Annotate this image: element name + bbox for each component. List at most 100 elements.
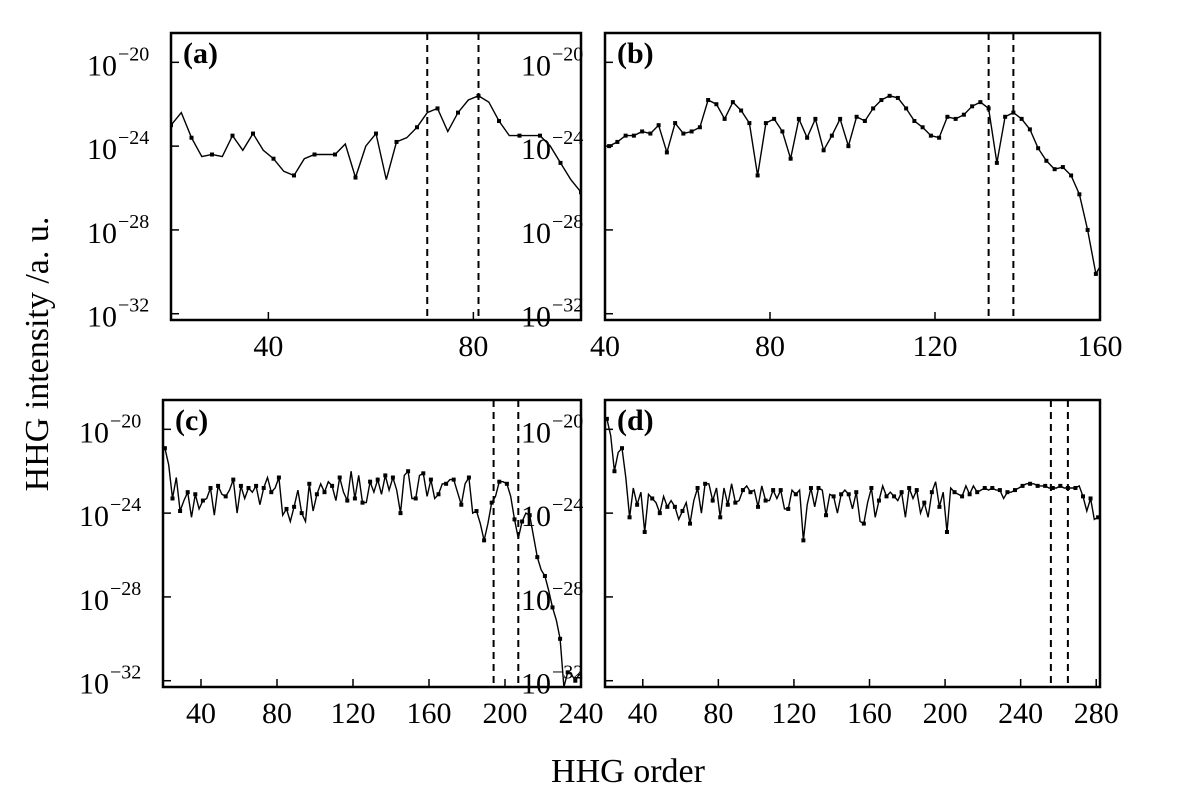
data-point	[497, 118, 501, 123]
series-line	[606, 418, 1100, 541]
data-point	[231, 477, 236, 482]
data-point	[474, 509, 479, 514]
data-point	[722, 116, 727, 121]
plot-frame	[603, 31, 1102, 322]
data-point	[740, 488, 745, 493]
data-point	[1104, 532, 1108, 536]
x-tick-label: 40	[590, 330, 620, 363]
x-axis-title: HHG order	[551, 753, 706, 790]
data-point	[322, 490, 327, 495]
x-tick-label: 80	[755, 330, 785, 363]
y-tick-label: 10	[521, 500, 551, 533]
data-point	[672, 504, 677, 509]
data-point	[1058, 483, 1063, 488]
data-point	[1069, 173, 1074, 178]
data-point	[904, 106, 909, 111]
data-point	[623, 133, 628, 138]
data-point	[673, 121, 678, 126]
data-point	[640, 129, 645, 134]
data-point	[1110, 259, 1114, 263]
data-point	[1102, 257, 1106, 261]
data-point	[538, 133, 542, 138]
data-point	[748, 490, 753, 495]
data-point	[1003, 114, 1008, 119]
data-point	[1134, 633, 1138, 637]
data-point	[189, 135, 194, 140]
y-tick-exponent: −32	[110, 662, 141, 684]
data-point	[330, 483, 335, 488]
y-tick-label: 10	[87, 49, 117, 82]
data-point	[352, 496, 357, 501]
data-point	[793, 492, 798, 497]
data-point	[178, 509, 183, 514]
data-point	[436, 492, 441, 497]
data-point	[337, 475, 342, 480]
x-tick-label: 40	[186, 697, 216, 730]
data-point	[208, 485, 213, 490]
y-tick-label: 10	[521, 584, 551, 617]
data-point	[796, 116, 801, 121]
data-point	[284, 506, 289, 511]
panel-label: (c)	[175, 404, 208, 437]
y-tick-label: 10	[521, 301, 551, 334]
x-tick-label: 160	[407, 697, 452, 730]
data-point	[945, 114, 950, 119]
data-point	[482, 538, 487, 543]
data-point	[292, 173, 296, 178]
data-point	[854, 114, 859, 119]
data-point	[466, 475, 471, 480]
data-point	[269, 490, 274, 495]
data-point	[517, 133, 522, 138]
y-tick-exponent: −20	[552, 410, 583, 432]
data-point	[899, 490, 904, 495]
data-point	[920, 125, 925, 130]
data-point	[914, 488, 919, 493]
data-point	[642, 529, 647, 534]
data-point	[1141, 691, 1145, 695]
data-point	[730, 100, 735, 105]
y-tick-exponent: −32	[552, 662, 583, 684]
data-point	[839, 492, 844, 497]
data-point	[813, 116, 818, 121]
data-point	[238, 483, 243, 488]
data-point	[415, 125, 419, 130]
data-point	[763, 121, 768, 126]
data-point	[869, 485, 874, 490]
plot-frame	[169, 31, 583, 322]
y-axis-title: HHG intensity /a. u.	[19, 217, 56, 492]
data-point	[345, 498, 350, 503]
data-point	[163, 446, 167, 451]
data-point	[718, 515, 723, 520]
data-point	[756, 504, 761, 509]
data-point	[805, 135, 810, 140]
data-point	[193, 492, 198, 497]
data-point	[657, 511, 662, 516]
data-point	[1019, 116, 1024, 121]
plot-frame	[603, 398, 1102, 689]
data-point	[982, 485, 987, 490]
data-point	[952, 490, 957, 495]
data-point	[821, 148, 826, 153]
data-point	[435, 106, 440, 111]
data-point	[1088, 496, 1093, 501]
data-point	[680, 509, 685, 514]
data-point	[390, 475, 395, 480]
data-point	[970, 104, 975, 109]
data-point	[922, 500, 927, 505]
x-tick-label: 240	[559, 697, 604, 730]
panel-label: (b)	[617, 37, 654, 70]
x-tick-label: 120	[331, 697, 376, 730]
data-point	[428, 477, 433, 482]
x-tick-label: 120	[771, 697, 816, 730]
x-tick-label: 40	[253, 330, 283, 363]
y-tick-exponent: −28	[552, 578, 583, 600]
data-point	[846, 144, 851, 149]
data-point	[1085, 227, 1090, 232]
data-point	[650, 496, 655, 501]
data-point	[292, 504, 297, 509]
data-point	[912, 118, 917, 123]
y-tick-label: 10	[87, 133, 117, 166]
